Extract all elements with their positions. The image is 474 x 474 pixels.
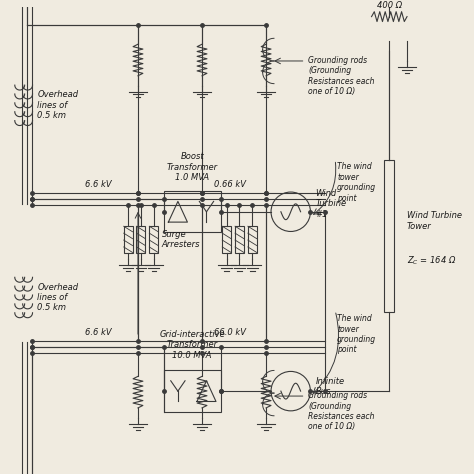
Text: Boost
Transformer
1.0 MVA: Boost Transformer 1.0 MVA <box>167 153 218 182</box>
Bar <box>124 226 133 253</box>
Text: $Z_C$ = 164 Ω: $Z_C$ = 164 Ω <box>407 254 456 267</box>
Bar <box>222 226 231 253</box>
Text: Wind Turbine
Tower: Wind Turbine Tower <box>407 211 462 231</box>
Text: Surge
Arresters: Surge Arresters <box>162 230 200 249</box>
Bar <box>137 226 146 253</box>
Bar <box>149 226 158 253</box>
Bar <box>235 226 244 253</box>
Bar <box>164 191 221 232</box>
Text: Grounding rods
(Grounding
Resistances each
one of 10 Ω): Grounding rods (Grounding Resistances ea… <box>309 391 375 431</box>
Text: Grid-interactive
Transformer
10.0 MVA: Grid-interactive Transformer 10.0 MVA <box>159 330 225 360</box>
Text: 66.0 kV: 66.0 kV <box>214 328 246 337</box>
Text: Grounding rods
(Grounding
Resistances each
one of 10 Ω): Grounding rods (Grounding Resistances ea… <box>309 56 375 96</box>
Bar <box>164 371 221 412</box>
Text: Infinite
Bus: Infinite Bus <box>315 376 345 396</box>
Bar <box>384 160 394 312</box>
Text: The wind
tower
grounding
point: The wind tower grounding point <box>337 163 376 203</box>
Text: 400 Ω: 400 Ω <box>377 1 402 10</box>
Text: 6.6 kV: 6.6 kV <box>85 328 112 337</box>
Text: Wind
Turbine
#1: Wind Turbine #1 <box>315 189 346 219</box>
Text: 6.6 kV: 6.6 kV <box>85 180 112 189</box>
Bar <box>248 226 257 253</box>
Text: 0.66 kV: 0.66 kV <box>214 180 246 189</box>
Text: Overhead
lines of
0.5 km: Overhead lines of 0.5 km <box>37 91 79 120</box>
Text: The wind
tower
grounding
point: The wind tower grounding point <box>337 314 376 355</box>
Text: Overhead
lines of
0.5 km: Overhead lines of 0.5 km <box>37 283 79 312</box>
